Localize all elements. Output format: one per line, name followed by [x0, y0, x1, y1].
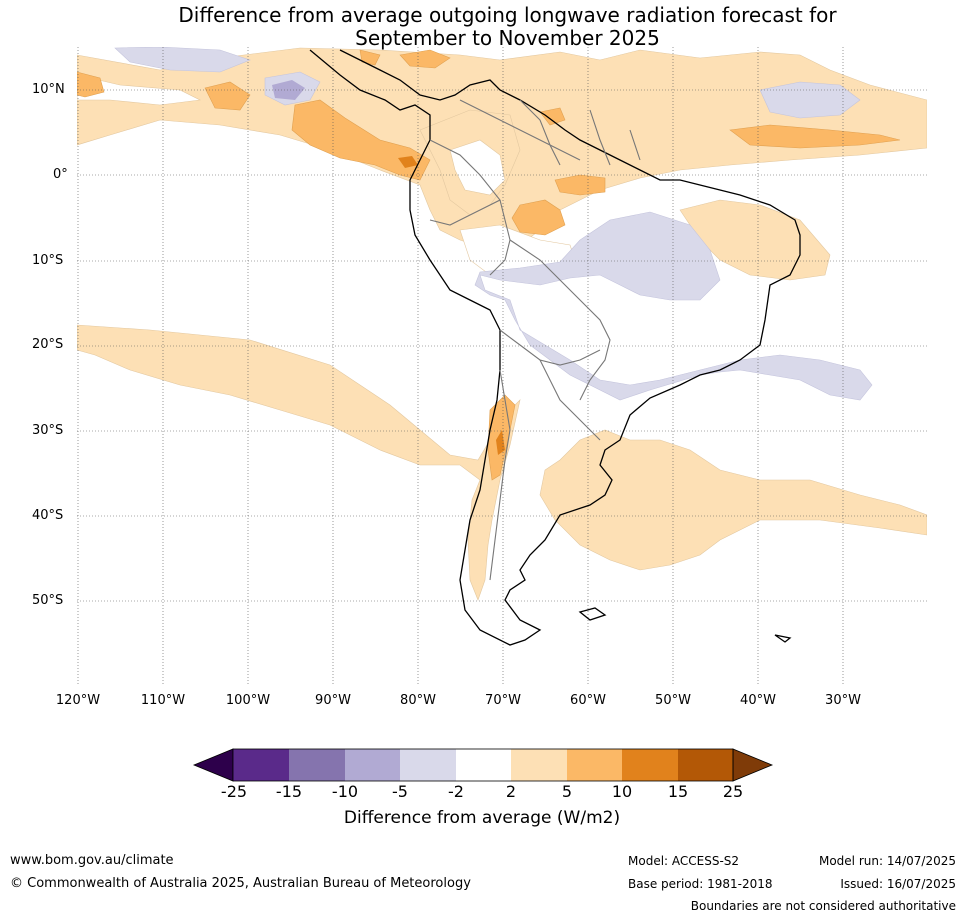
colorbar-tick: 15: [667, 782, 689, 801]
lat-label-10s: 10°S: [32, 253, 64, 268]
lon-label-90w: 90°W: [315, 693, 351, 708]
colorbar-box-7: [567, 749, 622, 781]
lat-label-10n: 10°N: [32, 82, 65, 97]
colorbar-box-9: [678, 749, 733, 781]
colorbar-box-6: [511, 749, 567, 781]
colorbar-box-1: [233, 749, 289, 781]
anomaly-5-10-regions: [77, 49, 901, 481]
colorbar-tick: -10: [331, 782, 359, 801]
base-period: Base period: 1981-2018: [628, 877, 773, 891]
colorbar-extend-low: [192, 748, 234, 782]
lat-label-40s: 40°S: [32, 508, 64, 523]
model-run-date: Model run: 14/07/2025: [818, 854, 956, 868]
colorbar-box-5: [456, 749, 511, 781]
website-link[interactable]: www.bom.gov.au/climate: [10, 853, 174, 868]
copyright-text: © Commonwealth of Australia 2025, Austra…: [10, 876, 471, 891]
colorbar-tick: -15: [275, 782, 303, 801]
lat-label-30s: 30°S: [32, 423, 64, 438]
colorbar-box-8: [622, 749, 678, 781]
title-line-2: September to November 2025: [355, 26, 660, 50]
lon-label-110w: 110°W: [140, 693, 186, 708]
lon-label-30w: 30°W: [825, 693, 861, 708]
country-borders: [429, 99, 641, 581]
colorbar-tick: 25: [722, 782, 744, 801]
lon-label-70w: 70°W: [485, 693, 521, 708]
colorbar-tick: -2: [448, 782, 464, 801]
boundaries-disclaimer: Boundaries are not considered authoritat…: [690, 899, 956, 913]
anomaly-minus10-minus5-regions: [272, 80, 305, 100]
coastline: [309, 49, 801, 646]
issued-date: Issued: 16/07/2025: [840, 877, 956, 891]
colorbar-label: Difference from average (W/m2): [343, 808, 621, 828]
colorbar-box-4: [400, 749, 456, 781]
colorbar-tick: 10: [611, 782, 633, 801]
lon-label-100w: 100°W: [225, 693, 271, 708]
lon-label-120w: 120°W: [55, 693, 101, 708]
lon-label-60w: 60°W: [570, 693, 606, 708]
lon-label-80w: 80°W: [400, 693, 436, 708]
colorbar-tick: 2: [505, 782, 517, 801]
colorbar-box-3: [345, 749, 400, 781]
anomaly-field: [77, 47, 927, 601]
colorbar-tick: 5: [561, 782, 573, 801]
colorbar-box-2: [289, 749, 345, 781]
model-name: Model: ACCESS-S2: [628, 854, 740, 868]
title-line-1: Difference from average outgoing longwav…: [178, 3, 837, 27]
lat-label-0: 0°: [53, 167, 68, 182]
lon-label-50w: 50°W: [655, 693, 691, 708]
chart-title: Difference from average outgoing longwav…: [0, 4, 965, 50]
colorbar-tick: -5: [392, 782, 408, 801]
colorbar-tick: -25: [220, 782, 248, 801]
lat-label-20s: 20°S: [32, 337, 64, 352]
lat-label-50s: 50°S: [32, 593, 64, 608]
lon-label-40w: 40°W: [740, 693, 776, 708]
graticule: [77, 47, 927, 685]
colorbar-extend-high: [732, 748, 774, 782]
anomaly-10-15-regions: [398, 156, 505, 455]
colorbar-outline: [232, 748, 734, 782]
